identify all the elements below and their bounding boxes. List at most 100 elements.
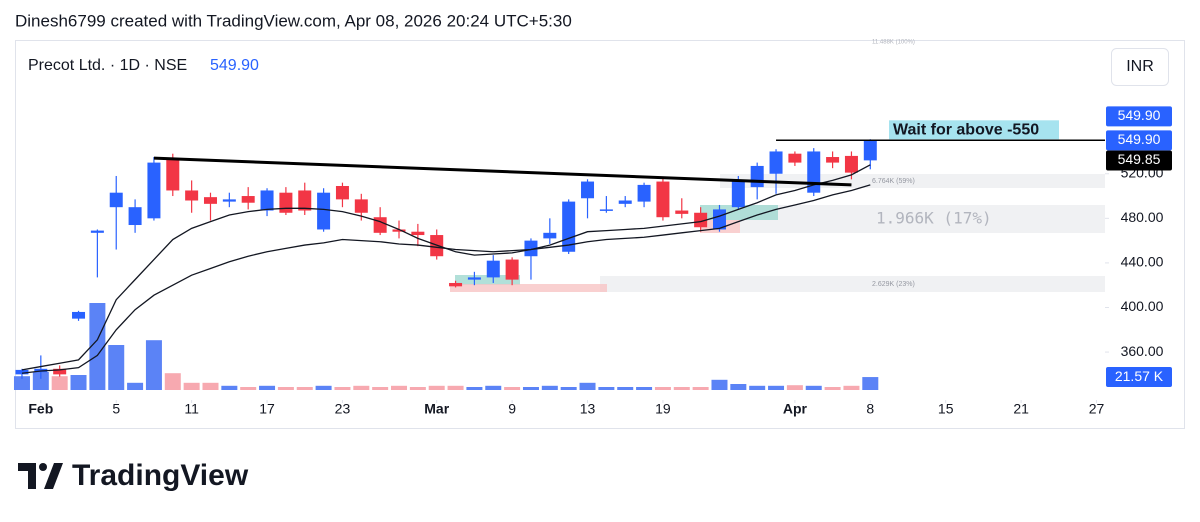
volume-bar — [70, 375, 87, 390]
candle-body — [298, 190, 312, 211]
volume-bar — [843, 385, 860, 390]
volume-bar — [51, 376, 68, 390]
candle-body — [581, 181, 595, 199]
volume-bar — [598, 387, 615, 390]
volume-bar — [730, 384, 747, 390]
candle-body — [656, 181, 670, 218]
volume-bar — [334, 387, 351, 390]
logo — [18, 463, 63, 489]
candle-body — [599, 209, 613, 211]
volume-bar — [485, 385, 502, 390]
volume-bar — [447, 385, 464, 390]
position-box — [455, 275, 520, 285]
volume-bar — [692, 387, 709, 390]
annotation-text: Wait for above -550 — [893, 122, 1039, 139]
candle-body — [524, 240, 538, 257]
candle-body — [467, 277, 481, 280]
volume-bar — [183, 382, 200, 390]
volume-bar — [522, 387, 539, 390]
price-label: 549.90 — [1118, 107, 1161, 123]
candle-body — [543, 232, 557, 239]
volume-bar — [824, 387, 841, 390]
candle-body — [486, 260, 500, 278]
currency[interactable]: INR — [1126, 58, 1154, 75]
profile-box — [740, 205, 1105, 233]
volume-bar — [749, 385, 766, 390]
volume-bar — [862, 377, 879, 390]
volume-bar — [127, 382, 144, 390]
y-tick-label: 440.00 — [1121, 254, 1164, 270]
volume-bar — [391, 385, 408, 390]
volume-bar — [617, 387, 634, 390]
candle-body — [241, 196, 255, 203]
candle-body — [203, 197, 217, 204]
x-tick-label: 15 — [938, 401, 954, 417]
x-tick-label: Mar — [424, 401, 449, 417]
y-tick-label: 400.00 — [1121, 298, 1164, 314]
volume-bar — [372, 387, 389, 390]
volume-bar — [541, 385, 558, 390]
price-label-box — [1106, 130, 1172, 151]
candle-body — [373, 217, 387, 233]
candle-body — [826, 157, 840, 163]
x-tick-label: Feb — [28, 401, 53, 417]
candle-body — [147, 162, 161, 219]
trendline — [153, 156, 852, 187]
profile-label: 11.488K (100%) — [872, 40, 915, 46]
x-tick-label: 8 — [866, 401, 874, 417]
volume-bar — [164, 373, 181, 390]
candle-body — [449, 282, 463, 287]
profile-label: 1.966K (17%) — [876, 209, 992, 228]
profile-label: 2.629K (23%) — [872, 281, 915, 288]
volume-bar — [579, 382, 596, 390]
header-text: Dinesh6799 created with TradingView.com,… — [15, 11, 572, 30]
volume-bar — [315, 385, 332, 390]
volume-bar — [277, 387, 294, 390]
candle-body — [863, 140, 877, 161]
candle-body — [335, 186, 349, 200]
profile-box — [600, 276, 1105, 292]
volume-bar — [259, 385, 276, 390]
x-tick-label: 9 — [508, 401, 516, 417]
volume-bar — [786, 385, 803, 390]
volume-bar — [202, 382, 219, 390]
x-tick-label: 13 — [580, 401, 596, 417]
volume-bar — [560, 387, 577, 390]
candle-body — [618, 200, 632, 204]
volume-bar — [711, 379, 728, 390]
candle-body — [750, 165, 764, 188]
volume-bar — [805, 385, 822, 390]
volume-bar — [466, 387, 483, 390]
price-label: 549.90 — [1118, 131, 1161, 147]
annotation-box — [889, 120, 1059, 140]
candle-body — [505, 259, 519, 280]
currency-box[interactable] — [1111, 48, 1169, 86]
volume-bar — [409, 387, 426, 390]
volume-bar — [145, 340, 162, 390]
candle-body — [411, 231, 425, 236]
candle-body — [109, 192, 123, 208]
volume-bar — [504, 387, 521, 390]
volume-bar — [636, 387, 653, 390]
volume-bar — [89, 303, 106, 390]
price-label: 549.85 — [1118, 151, 1161, 167]
x-tick-label: Apr — [783, 401, 808, 417]
position-box — [450, 284, 607, 292]
volume-bar — [108, 345, 125, 390]
volume-bar — [768, 385, 785, 390]
volume-bar — [32, 372, 49, 390]
moving-average — [21, 184, 871, 374]
x-tick-label: 21 — [1013, 401, 1029, 417]
candle-body — [128, 207, 142, 226]
x-tick-label: 5 — [112, 401, 120, 417]
candle-body — [354, 199, 368, 213]
candle-body — [731, 180, 745, 208]
price-label-box — [1106, 150, 1172, 171]
chart-title: Precot Ltd. · 1D · NSE — [28, 57, 187, 74]
volume-label-box — [1106, 367, 1172, 388]
candle-body — [788, 153, 802, 163]
volume-bar — [221, 385, 238, 390]
